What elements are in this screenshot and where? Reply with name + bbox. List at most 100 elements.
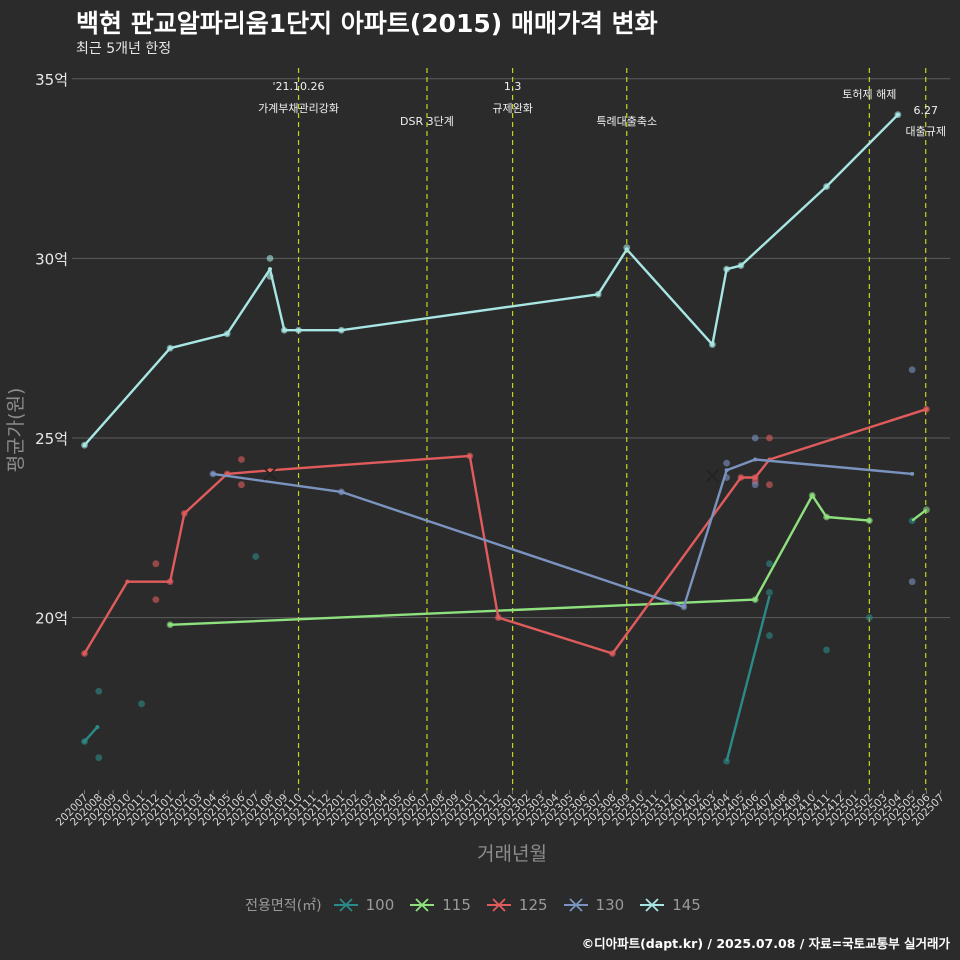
chart-subtitle: 최근 5개년 한정 — [76, 41, 172, 57]
data-point — [766, 632, 773, 639]
line-vertex — [168, 579, 173, 584]
y-tick-label: 25억 — [35, 430, 68, 448]
event-label: DSR 3단계 — [400, 115, 454, 128]
line-vertex — [82, 443, 87, 448]
y-axis-title: 평균가(원) — [5, 388, 27, 473]
series-line — [83, 408, 927, 655]
cross-marker — [705, 469, 719, 483]
series-100 — [81, 517, 916, 765]
line-vertex — [296, 328, 301, 333]
series-130 — [209, 366, 916, 611]
legend-item-145: 145 — [638, 896, 701, 914]
event-date-label: '21.10.26 — [273, 80, 325, 93]
legend-item-100: 100 — [332, 896, 395, 914]
line-vertex — [753, 475, 758, 480]
line-vertex — [596, 292, 601, 297]
data-point — [95, 754, 103, 762]
event-label: 토허제 해제 — [842, 87, 896, 101]
legend-item-115: 115 — [408, 896, 471, 914]
y-tick-label: 35억 — [35, 71, 68, 89]
line-vertex — [225, 331, 230, 336]
series-145 — [81, 111, 902, 449]
series-125 — [81, 405, 930, 657]
line-vertex — [268, 468, 273, 473]
line-vertex — [924, 407, 929, 412]
line-vertex — [724, 468, 729, 473]
line-vertex — [724, 267, 729, 272]
data-point — [865, 614, 873, 621]
y-tick-label: 20억 — [35, 610, 68, 628]
series-line — [911, 508, 928, 522]
legend-swatch-icon — [640, 898, 665, 912]
cross-marker — [263, 467, 277, 481]
chart-title: 백현 판교알파리움1단지 아파트(2015) 매매가격 변화 — [76, 9, 658, 38]
line-vertex — [810, 493, 815, 498]
line-vertex — [753, 597, 758, 602]
data-point — [766, 589, 773, 596]
data-point — [751, 481, 759, 489]
event-date-label: 1.3 — [504, 80, 522, 93]
data-point — [766, 434, 773, 442]
legend-label: 130 — [595, 896, 625, 914]
line-vertex — [496, 615, 501, 620]
line-vertex — [467, 453, 472, 458]
line-vertex — [95, 725, 100, 730]
line-vertex — [738, 263, 743, 268]
legend-title: 전용면적(㎡) — [245, 898, 322, 914]
series-115 — [166, 492, 930, 629]
data-point — [152, 560, 160, 568]
line-vertex — [125, 579, 130, 584]
legend-swatch-icon — [333, 898, 358, 912]
line-vertex — [210, 471, 215, 476]
legend: 전용면적(㎡) 100 115 125 130 145 — [0, 895, 960, 915]
source-caption: ©디아파트(dapt.kr) / 2025.07.08 / 자료=국토교통부 실… — [581, 936, 950, 951]
line-vertex — [895, 112, 900, 117]
line-vertex — [282, 328, 287, 333]
line-vertex — [610, 651, 615, 656]
legend-label: 115 — [442, 896, 471, 914]
event-label: 규제완화 — [492, 102, 532, 115]
line-vertex — [824, 184, 829, 189]
legend-swatch-icon — [563, 898, 588, 912]
series-line — [83, 726, 99, 743]
legend-item-130: 130 — [562, 896, 625, 914]
data-point — [238, 481, 245, 489]
line-vertex — [910, 471, 915, 476]
event-date-label: 6.27 — [913, 104, 938, 117]
data-point — [238, 456, 245, 463]
series-line — [83, 113, 899, 446]
line-vertex — [168, 622, 173, 627]
data-point — [766, 560, 773, 568]
data-point — [823, 646, 830, 654]
x-axis-title: 거래년월 — [477, 843, 547, 865]
event-label: 특례대출축소 — [596, 115, 657, 128]
line-vertex — [182, 511, 187, 516]
line-vertex — [681, 604, 686, 609]
data-point — [766, 481, 773, 489]
data-point — [95, 687, 103, 695]
series-line — [725, 595, 771, 762]
data-point — [252, 553, 260, 560]
data-point — [751, 434, 759, 442]
series-line — [212, 458, 913, 608]
line-vertex — [753, 457, 758, 462]
legend-swatch-icon — [410, 898, 435, 912]
data-point — [908, 578, 916, 586]
line-vertex — [824, 515, 829, 520]
line-vertex — [82, 739, 87, 744]
data-point — [908, 366, 916, 374]
series-line — [170, 494, 870, 626]
data-point — [266, 254, 274, 262]
line-vertex — [268, 267, 273, 272]
data-point — [152, 596, 160, 604]
legend-label: 100 — [365, 896, 395, 914]
legend-label: 145 — [672, 896, 701, 914]
line-vertex — [867, 518, 872, 523]
legend-item-125: 125 — [485, 896, 548, 914]
event-label: 가계부채관리강화 — [258, 102, 339, 115]
legend-label: 125 — [518, 896, 548, 914]
data-point — [138, 700, 145, 708]
event-label: 대출규제 — [905, 125, 945, 138]
line-vertex — [624, 247, 629, 252]
